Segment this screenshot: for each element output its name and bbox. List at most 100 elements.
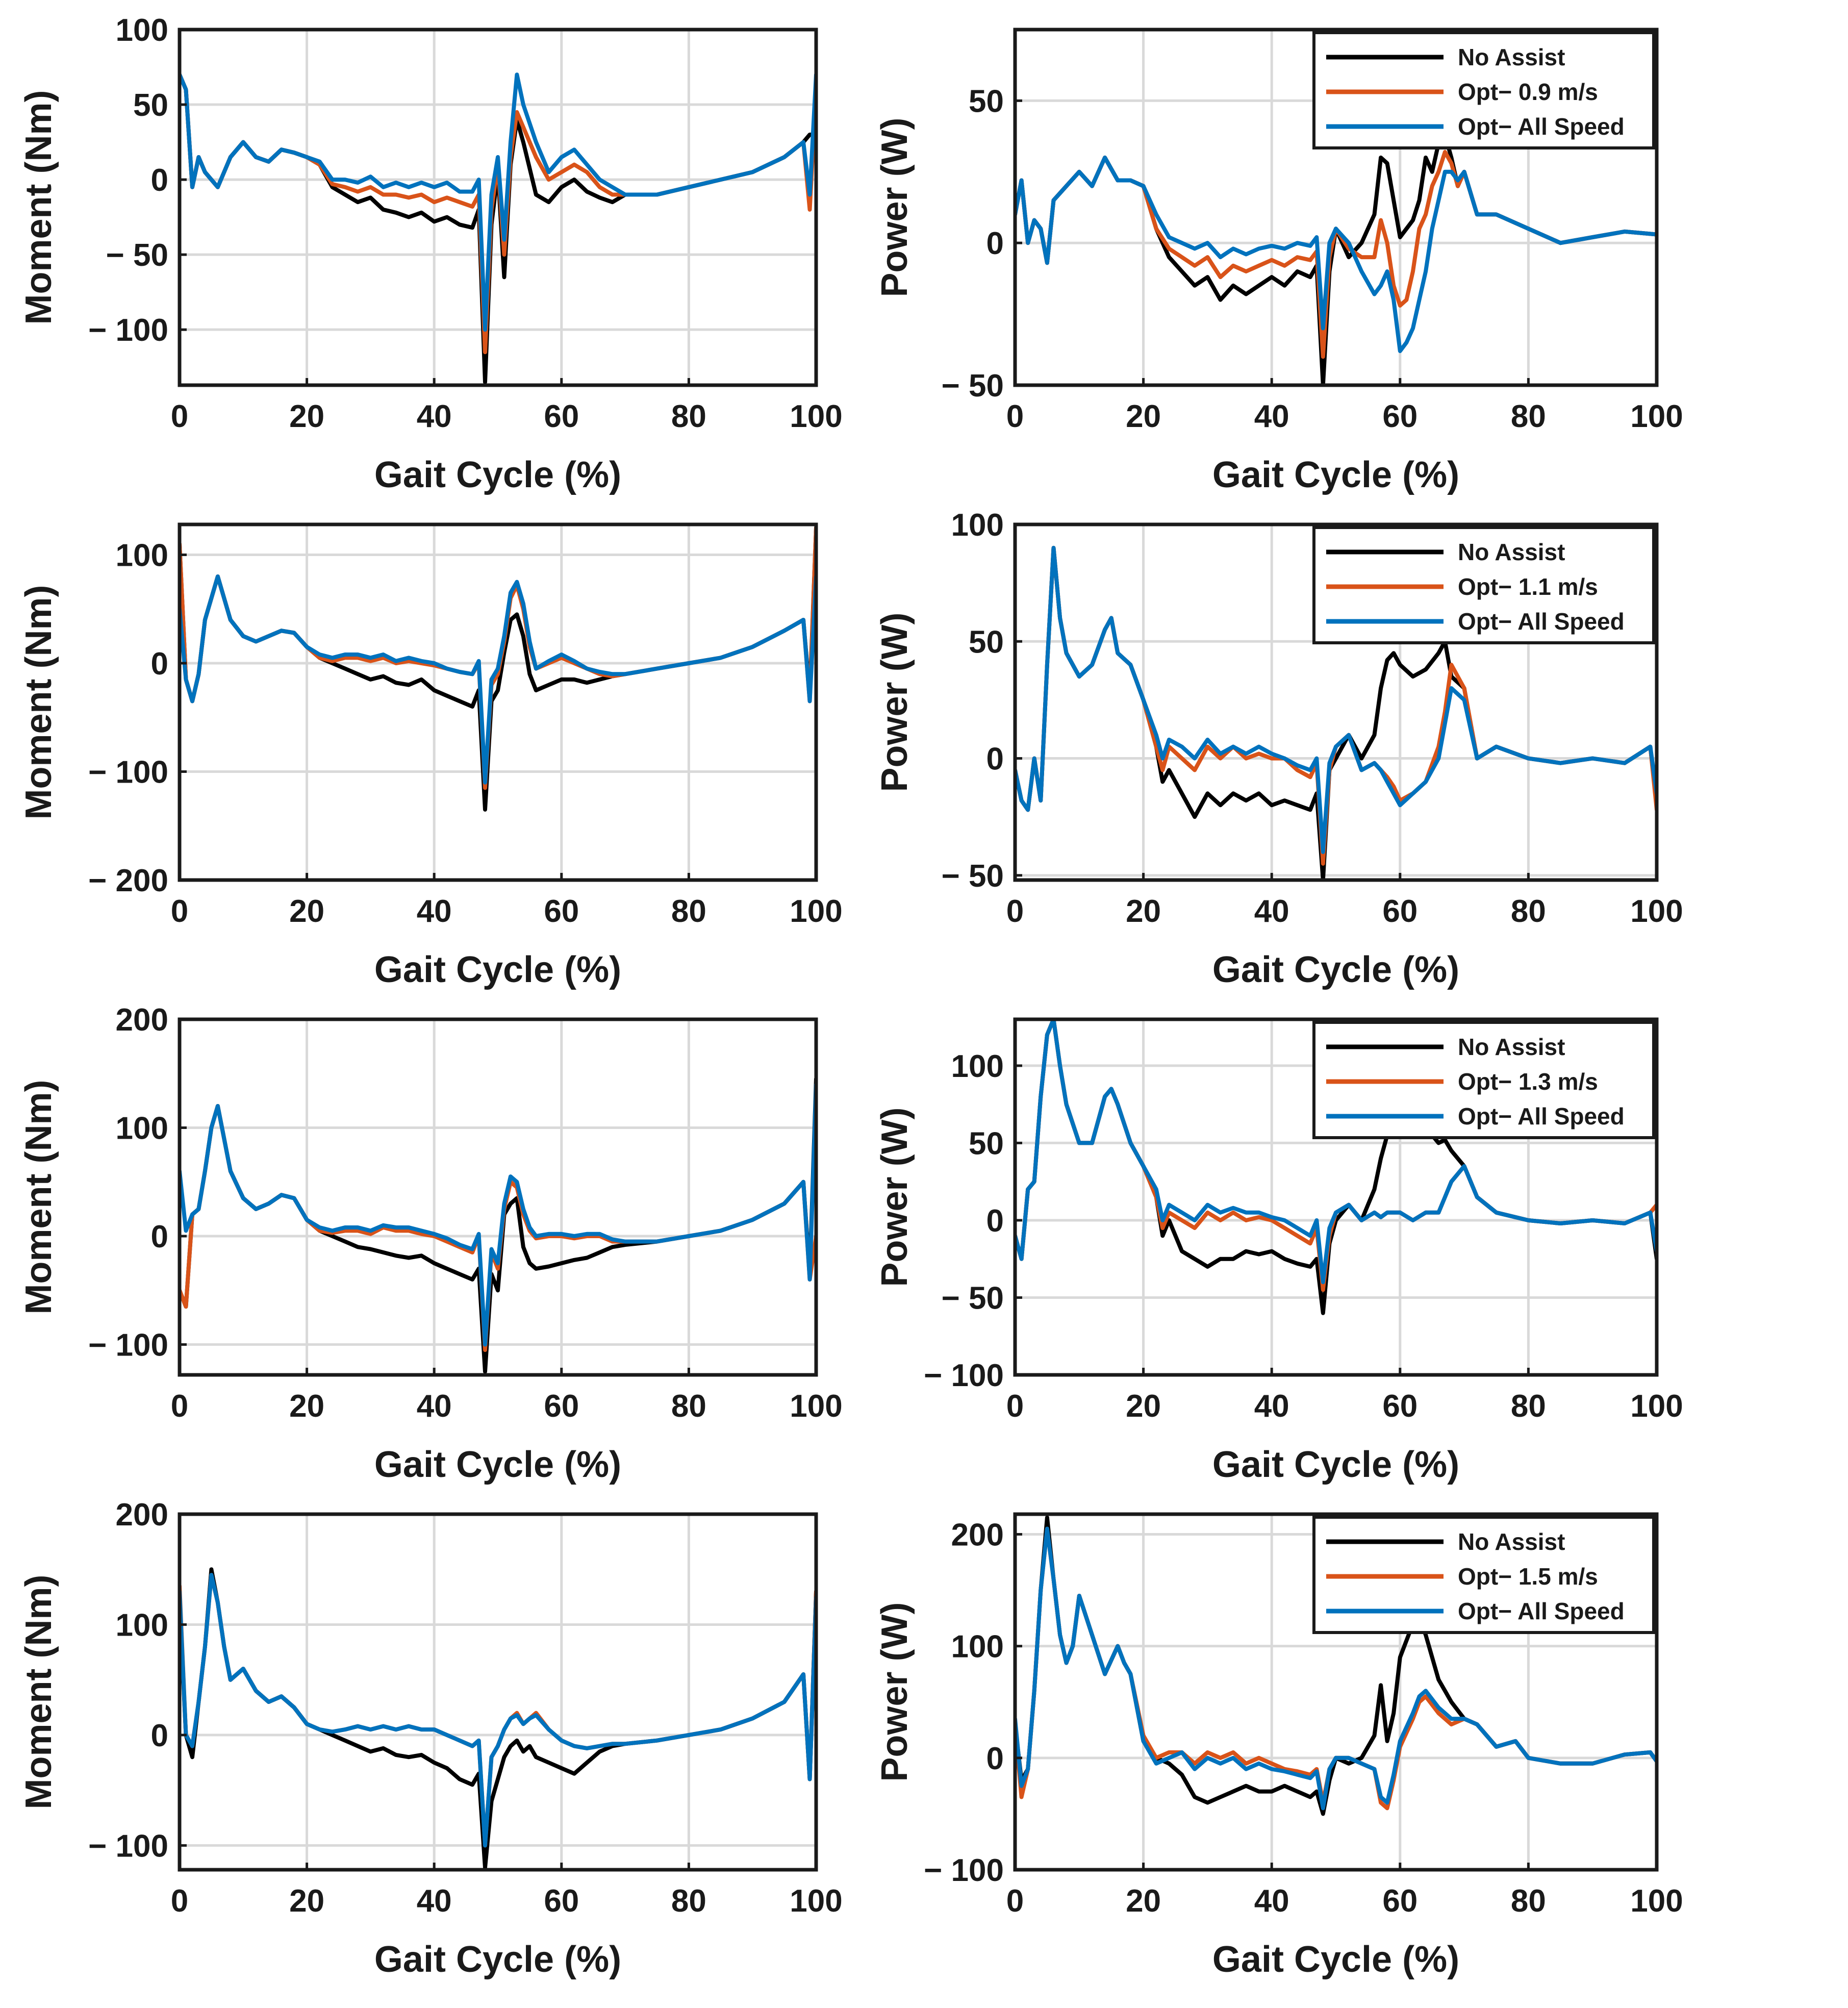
series-group [1015, 545, 1657, 880]
y-tick-label: − 50 [106, 238, 168, 273]
x-axis-label: Gait Cycle (%) [1212, 455, 1459, 495]
x-tick-label: 80 [1511, 1389, 1546, 1424]
x-tick-label: 20 [289, 1389, 324, 1424]
series-line-no-assist [180, 72, 816, 385]
series-line-opt-speed [1015, 149, 1657, 359]
panel-r3-power: 0 20 40 60 80 100 100 50 0 − 50 − 100 Gait Cycle (%… [874, 1017, 1683, 1485]
y-axis-label: Power (W) [874, 613, 915, 792]
x-tick-label: 20 [1126, 399, 1161, 434]
x-tick-label: 20 [289, 399, 324, 434]
x-tick-label: 0 [1006, 399, 1024, 434]
y-axis-label: Moment (Nm) [18, 585, 59, 820]
x-tick-label: 40 [417, 399, 452, 434]
y-tick-label: 0 [986, 1203, 1004, 1239]
x-tick-label: 80 [671, 1389, 706, 1424]
y-tick-label: − 100 [88, 755, 168, 790]
y-tick-label: − 50 [942, 1281, 1004, 1316]
y-tick-label: 50 [969, 624, 1004, 660]
legend: No Assist Opt− 0.9 m/s Opt− All Speed [1312, 31, 1655, 149]
x-tick-label: 40 [1254, 1389, 1289, 1424]
y-tick-label: 0 [986, 1741, 1004, 1776]
y-tick-label: 200 [116, 1002, 168, 1038]
series-group [1015, 1515, 1657, 1816]
y-tick-label: − 50 [942, 368, 1004, 404]
x-axis-label: Gait Cycle (%) [374, 1939, 621, 1980]
x-tick-label: 80 [1511, 894, 1546, 929]
x-tick-label: 0 [171, 894, 188, 929]
series-line-opt-all [1015, 155, 1657, 354]
series-line-opt-all [180, 1573, 816, 1848]
series-group [180, 525, 816, 812]
series-line-opt-speed [180, 1573, 816, 1848]
y-axis-label: Moment (Nm) [18, 1575, 59, 1810]
axes-frame [1013, 28, 1659, 387]
y-tick-label: − 100 [924, 1853, 1004, 1888]
x-tick-label: 40 [417, 1884, 452, 1919]
x-axis-label: Gait Cycle (%) [1212, 1444, 1459, 1485]
series-line-opt-speed [180, 72, 816, 355]
y-tick-label: 0 [151, 646, 168, 682]
x-tick-label: 0 [171, 1389, 188, 1424]
x-tick-label: 40 [417, 1389, 452, 1424]
x-tick-label: 60 [544, 1884, 579, 1919]
x-tick-label: 40 [417, 894, 452, 929]
x-tick-label: 60 [1382, 894, 1417, 929]
y-tick-label: 100 [116, 13, 168, 48]
x-tick-label: 80 [1511, 1884, 1546, 1919]
series-line-opt-all [180, 574, 816, 785]
y-tick-label: − 200 [88, 863, 168, 898]
legend-label-opt-speed: Opt− 1.3 m/s [1458, 1068, 1598, 1095]
legend-label-opt-speed: Opt− 1.5 m/s [1458, 1563, 1598, 1590]
legend: No Assist Opt− 1.5 m/s Opt− All Speed [1312, 1516, 1655, 1634]
x-axis-label: Gait Cycle (%) [374, 1444, 621, 1485]
series-line-opt-all [180, 1082, 816, 1347]
axes-frame [178, 28, 818, 387]
x-tick-label: 100 [790, 399, 842, 434]
x-tick-label: 40 [1254, 399, 1289, 434]
y-tick-label: 200 [116, 1497, 168, 1533]
series-line-opt-speed [180, 1104, 816, 1352]
x-tick-label: 100 [1630, 894, 1683, 929]
x-tick-label: 60 [1382, 1389, 1417, 1424]
x-tick-label: 100 [1630, 1389, 1683, 1424]
x-tick-label: 100 [790, 1884, 842, 1919]
x-tick-label: 20 [289, 894, 324, 929]
axes-frame [1013, 1017, 1659, 1377]
legend-label-no-assist: No Assist [1458, 1034, 1565, 1060]
x-tick-label: 0 [171, 1884, 188, 1919]
y-tick-label: 100 [116, 1608, 168, 1643]
x-tick-label: 40 [1254, 1884, 1289, 1919]
y-tick-label: 100 [951, 1049, 1004, 1084]
x-tick-label: 20 [289, 1884, 324, 1919]
y-tick-label: 100 [951, 1629, 1004, 1665]
x-tick-label: 20 [1126, 1389, 1161, 1424]
axes-frame [1013, 522, 1659, 882]
x-tick-label: 100 [1630, 399, 1683, 434]
series-group [180, 1567, 816, 1870]
x-tick-label: 0 [1006, 894, 1024, 929]
y-tick-label: 50 [969, 1126, 1004, 1161]
x-tick-label: 100 [790, 894, 842, 929]
series-group [180, 72, 816, 385]
x-tick-label: 100 [1630, 1884, 1683, 1919]
x-tick-label: 20 [1126, 1884, 1161, 1919]
x-tick-label: 80 [671, 1884, 706, 1919]
legend-label-opt-speed: Opt− 0.9 m/s [1458, 79, 1598, 105]
legend-label-no-assist: No Assist [1458, 539, 1565, 565]
y-tick-label: − 100 [88, 1828, 168, 1864]
series-group [1015, 133, 1657, 385]
x-tick-label: 80 [1511, 399, 1546, 434]
y-axis-label: Moment (Nm) [18, 90, 59, 325]
y-tick-label: − 100 [924, 1358, 1004, 1393]
y-axis-label: Power (W) [874, 1108, 915, 1287]
y-tick-label: 0 [151, 163, 168, 198]
legend: No Assist Opt− 1.3 m/s Opt− All Speed [1312, 1021, 1655, 1139]
y-tick-label: − 50 [942, 859, 1004, 894]
x-tick-label: 60 [544, 399, 579, 434]
y-tick-label: 200 [951, 1517, 1004, 1552]
